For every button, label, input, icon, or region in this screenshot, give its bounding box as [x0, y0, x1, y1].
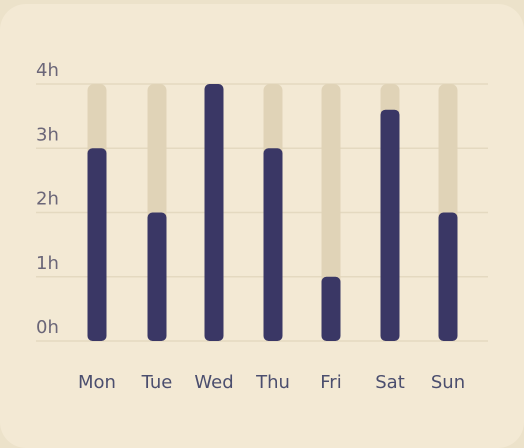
x-tick-label: Sun — [431, 372, 465, 393]
bars — [87, 84, 458, 341]
bar-sun — [438, 212, 458, 341]
bar-sat — [380, 109, 400, 341]
gridlines — [36, 83, 488, 342]
bar-wed — [204, 84, 224, 341]
bar-mon — [87, 148, 107, 341]
y-tick-label: 4h — [36, 60, 59, 81]
y-axis-labels: 0h 1h 2h 3h 4h — [36, 60, 59, 338]
y-tick-label: 3h — [36, 124, 59, 145]
x-axis-labels: Mon Tue Wed Thu Fri Sat Sun — [78, 372, 465, 393]
bar-fri — [321, 276, 341, 341]
x-tick-label: Thu — [255, 372, 290, 393]
x-tick-label: Wed — [194, 372, 233, 393]
bar-tue — [147, 212, 167, 341]
x-tick-label: Mon — [78, 372, 116, 393]
bar-thu — [263, 148, 283, 341]
y-tick-label: 1h — [36, 253, 59, 274]
x-tick-label: Fri — [320, 372, 341, 393]
x-tick-label: Sat — [375, 372, 405, 393]
y-tick-label: 0h — [36, 317, 59, 338]
y-tick-label: 2h — [36, 189, 59, 210]
x-tick-label: Tue — [141, 372, 173, 393]
bar-track — [321, 84, 341, 341]
chart-card — [0, 4, 524, 448]
